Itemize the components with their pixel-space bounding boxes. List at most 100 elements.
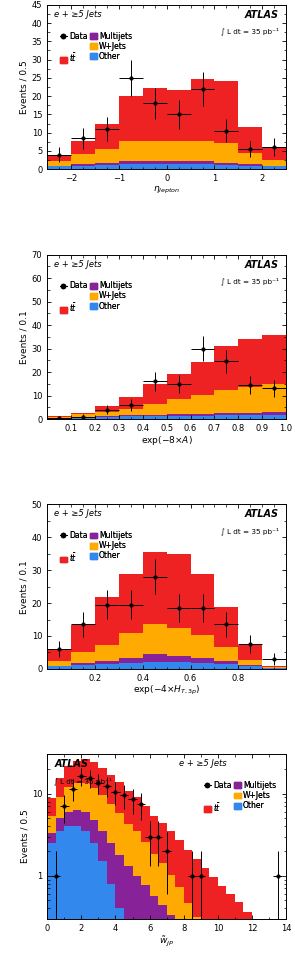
Bar — [141, 842, 150, 884]
Bar — [143, 88, 167, 142]
Bar — [47, 798, 56, 816]
Text: ATLAS: ATLAS — [245, 509, 279, 520]
Bar — [269, 948, 278, 957]
Y-axis label: Events / 0.1: Events / 0.1 — [20, 310, 29, 364]
Bar — [124, 824, 132, 866]
Bar — [192, 954, 201, 957]
Bar — [71, 412, 95, 413]
Bar — [95, 149, 119, 164]
Bar — [99, 831, 107, 861]
Bar — [95, 597, 119, 645]
Bar — [184, 903, 192, 941]
Bar — [143, 164, 167, 169]
Bar — [141, 884, 150, 957]
Bar — [47, 660, 71, 665]
Bar — [95, 645, 119, 661]
Text: e + ≥5 Jets: e + ≥5 Jets — [54, 509, 102, 519]
Bar — [167, 399, 191, 414]
Text: ∫ L dt = 35 pb⁻¹: ∫ L dt = 35 pb⁻¹ — [221, 278, 279, 285]
Bar — [214, 346, 238, 389]
Bar — [238, 339, 262, 387]
Bar — [47, 167, 71, 169]
Bar — [73, 761, 81, 784]
Bar — [262, 147, 286, 160]
Bar — [214, 413, 238, 415]
Bar — [191, 164, 214, 169]
Bar — [167, 831, 175, 875]
Bar — [141, 806, 150, 842]
Text: ATLAS: ATLAS — [245, 10, 279, 20]
Bar — [175, 929, 184, 957]
Bar — [143, 414, 167, 416]
Legend: Data, , $t\bar{t}$, Multijets, W+Jets, Other: Data, , $t\bar{t}$, Multijets, W+Jets, O… — [58, 30, 134, 66]
Bar — [99, 861, 107, 957]
Bar — [158, 822, 167, 862]
Bar — [95, 661, 119, 664]
Bar — [191, 658, 214, 663]
Bar — [107, 843, 115, 883]
Bar — [71, 142, 95, 154]
Legend: Data, , $t\bar{t}$, Multijets, W+Jets, Other: Data, , $t\bar{t}$, Multijets, W+Jets, O… — [58, 279, 134, 316]
Bar — [119, 397, 143, 409]
Bar — [238, 645, 262, 660]
Bar — [167, 164, 191, 169]
Bar — [143, 654, 167, 662]
Bar — [235, 901, 243, 957]
Bar — [191, 362, 214, 395]
Bar — [95, 416, 119, 419]
Text: ∫ L dt = 35 pb⁻¹: ∫ L dt = 35 pb⁻¹ — [221, 28, 279, 35]
Bar — [115, 782, 124, 813]
Bar — [191, 79, 214, 142]
Bar — [115, 855, 124, 908]
Bar — [175, 840, 184, 887]
Bar — [238, 153, 262, 165]
X-axis label: $\eta_{lepton}$: $\eta_{lepton}$ — [153, 185, 180, 195]
Bar — [64, 767, 73, 787]
Bar — [191, 635, 214, 658]
Bar — [191, 413, 214, 415]
Bar — [95, 412, 119, 416]
Bar — [71, 165, 95, 166]
Bar — [238, 166, 262, 169]
Bar — [262, 160, 286, 166]
Bar — [124, 866, 132, 933]
Bar — [143, 404, 167, 414]
Bar — [90, 843, 99, 957]
Bar — [71, 417, 95, 419]
Bar — [167, 416, 191, 419]
Bar — [99, 795, 107, 831]
Bar — [214, 661, 238, 664]
Bar — [119, 416, 143, 419]
Bar — [143, 625, 167, 654]
Bar — [214, 165, 238, 169]
Bar — [143, 552, 167, 625]
Bar — [143, 416, 167, 419]
Bar — [81, 759, 90, 783]
Bar — [214, 664, 238, 669]
Bar — [143, 662, 167, 669]
Bar — [132, 797, 141, 831]
Bar — [81, 783, 90, 812]
Bar — [175, 887, 184, 929]
Bar — [119, 574, 143, 634]
Bar — [115, 813, 124, 855]
Legend: Data, , $t\bar{t}$, Multijets, W+Jets, Other: Data, , $t\bar{t}$, Multijets, W+Jets, O… — [202, 780, 278, 815]
Bar — [191, 142, 214, 162]
X-axis label: $\exp(-4{\times}H_{T,3p})$: $\exp(-4{\times}H_{T,3p})$ — [133, 684, 201, 698]
Bar — [262, 412, 286, 415]
Bar — [56, 797, 64, 818]
Bar — [214, 607, 238, 647]
Y-axis label: Events / 0.1: Events / 0.1 — [20, 560, 29, 613]
Bar — [262, 384, 286, 412]
Bar — [201, 926, 209, 957]
Bar — [278, 954, 286, 957]
Bar — [115, 908, 124, 957]
Bar — [95, 123, 119, 149]
Bar — [90, 820, 99, 843]
Bar — [119, 164, 143, 169]
Bar — [167, 162, 191, 164]
Bar — [56, 831, 64, 957]
Bar — [209, 939, 218, 957]
Bar — [184, 941, 192, 957]
Bar — [238, 660, 262, 665]
